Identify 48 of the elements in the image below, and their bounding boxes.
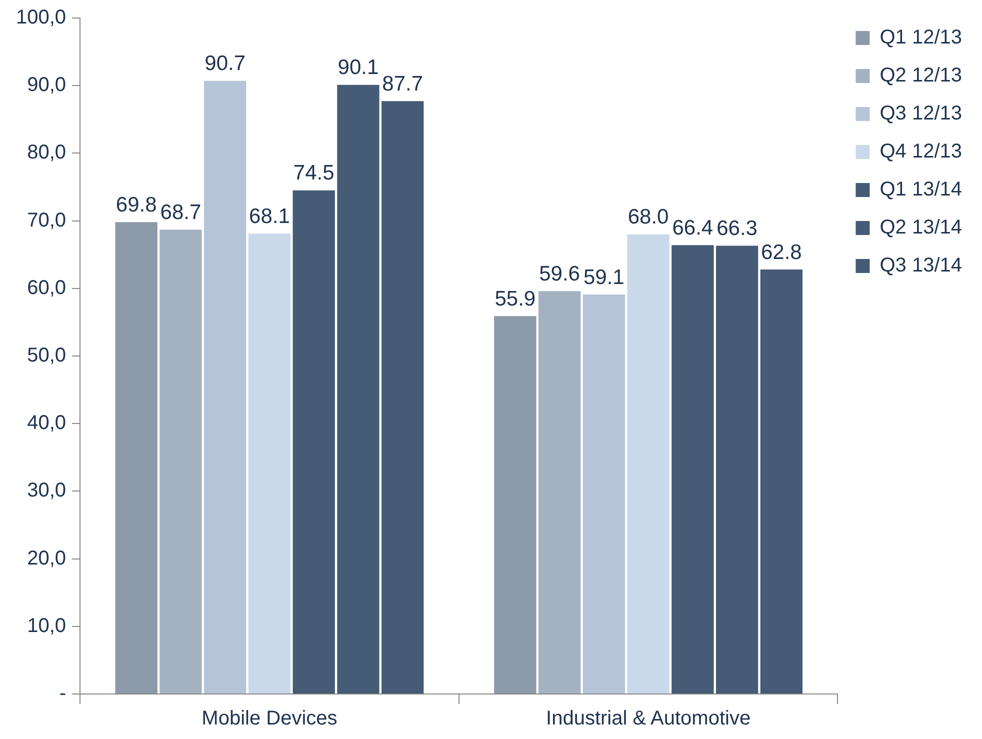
data-label: 74.5 bbox=[293, 162, 334, 185]
y-tick-label: 70,0 bbox=[27, 209, 66, 232]
data-label: 69.8 bbox=[116, 193, 157, 216]
y-tick-label: 20,0 bbox=[27, 547, 66, 570]
y-tick-label: - bbox=[59, 682, 66, 705]
bar bbox=[627, 234, 670, 694]
data-label: 59.6 bbox=[539, 262, 580, 286]
data-label: 55.9 bbox=[494, 287, 536, 310]
y-tick-label: 100,0 bbox=[16, 6, 66, 29]
y-tick-label: 30,0 bbox=[27, 480, 66, 502]
bar bbox=[160, 230, 202, 694]
data-label: 62.8 bbox=[760, 240, 802, 264]
data-label: 90.7 bbox=[204, 52, 246, 76]
y-tick-label: 90,0 bbox=[27, 74, 66, 96]
bar bbox=[716, 246, 758, 694]
y-tick-label: 40,0 bbox=[27, 412, 66, 434]
data-label: 68.7 bbox=[160, 200, 202, 224]
bar bbox=[582, 294, 625, 694]
data-label: 59.1 bbox=[583, 266, 624, 289]
bar bbox=[292, 190, 335, 694]
bar bbox=[337, 84, 380, 694]
y-tick-label: 80,0 bbox=[27, 142, 66, 164]
legend-label: Q2 12/13 bbox=[880, 64, 962, 87]
data-label: 90.1 bbox=[338, 56, 379, 80]
data-label: 68.1 bbox=[249, 204, 290, 228]
y-tick-label: 10,0 bbox=[27, 614, 66, 637]
legend-label: Q4 12/13 bbox=[880, 140, 962, 163]
legend-label: Q3 13/14 bbox=[880, 254, 962, 277]
bar bbox=[538, 291, 581, 694]
y-tick-label: 60,0 bbox=[27, 276, 66, 299]
legend-label: Q1 12/13 bbox=[880, 26, 962, 49]
bar bbox=[248, 234, 291, 694]
bar bbox=[382, 101, 424, 694]
data-label: 68.0 bbox=[628, 206, 669, 229]
y-tick-label: 50,0 bbox=[27, 344, 66, 367]
bar bbox=[115, 222, 158, 694]
bar bbox=[760, 269, 803, 694]
data-label: 66.3 bbox=[716, 217, 758, 240]
data-label: 66.4 bbox=[672, 216, 714, 240]
legend-label: Q3 12/13 bbox=[880, 102, 962, 125]
x-tick-label: Industrial & Automotive bbox=[546, 708, 751, 730]
x-tick-label: Mobile Devices bbox=[202, 708, 338, 730]
legend-label: Q1 13/14 bbox=[880, 178, 962, 201]
bar bbox=[672, 245, 714, 694]
bar bbox=[204, 80, 246, 694]
legend-label: Q2 13/14 bbox=[880, 216, 962, 239]
bar bbox=[494, 316, 536, 694]
data-label: 87.7 bbox=[382, 72, 424, 96]
